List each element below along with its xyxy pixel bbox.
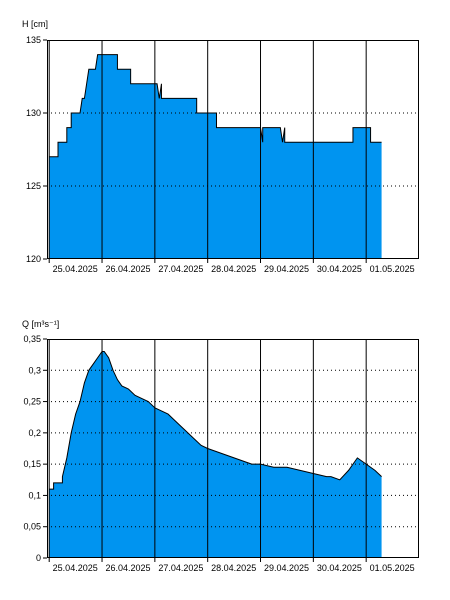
y-tick-label: 0,35: [23, 334, 41, 344]
y-tick-label: 125: [26, 181, 41, 191]
x-tick-label: 01.05.2025: [370, 264, 415, 274]
x-tick-label: 30.04.2025: [317, 563, 362, 573]
y-tick-label: 0,25: [23, 397, 41, 407]
x-tick-label: 26.04.2025: [106, 563, 151, 573]
x-tick-label: 25.04.2025: [53, 563, 98, 573]
series-area-0: [49, 54, 382, 259]
plot-frame: [47, 40, 419, 259]
y-tick-label: 0,15: [23, 459, 41, 469]
x-tick-label: 25.04.2025: [53, 264, 98, 274]
plot-frame: [47, 339, 419, 558]
x-tick-label: 28.04.2025: [211, 563, 256, 573]
series-area-0: [49, 351, 382, 558]
series-line-0: [49, 351, 382, 490]
y-tick-label: 130: [26, 108, 41, 118]
y-tick-label: 135: [26, 35, 41, 45]
x-tick-label: 26.04.2025: [106, 264, 151, 274]
x-tick-label: 27.04.2025: [158, 563, 203, 573]
y-tick-label: 0,3: [28, 365, 41, 375]
y-axis-label: H [cm]: [22, 19, 48, 29]
x-tick-label: 01.05.2025: [370, 563, 415, 573]
x-tick-label: 28.04.2025: [211, 264, 256, 274]
x-tick-label: 30.04.2025: [317, 264, 362, 274]
x-tick-label: 27.04.2025: [158, 264, 203, 274]
x-tick-label: 29.04.2025: [264, 264, 309, 274]
y-tick-label: 120: [26, 254, 41, 264]
y-tick-label: 0,2: [28, 428, 41, 438]
y-tick-label: 0: [36, 553, 41, 563]
y-tick-label: 0,1: [28, 490, 41, 500]
discharge-chart: 0 0,05 0,1 0,15 0,2 0,25 0,3 0,35 25.04.2025 26.0…: [22, 319, 419, 573]
y-axis-label: Q [m³s⁻¹]: [22, 319, 59, 329]
water-level-chart: 120 125 130 135 25.04.2025 26.04.2025 27.04.20…: [22, 19, 419, 274]
y-tick-label: 0,05: [23, 522, 41, 532]
x-tick-label: 29.04.2025: [264, 563, 309, 573]
